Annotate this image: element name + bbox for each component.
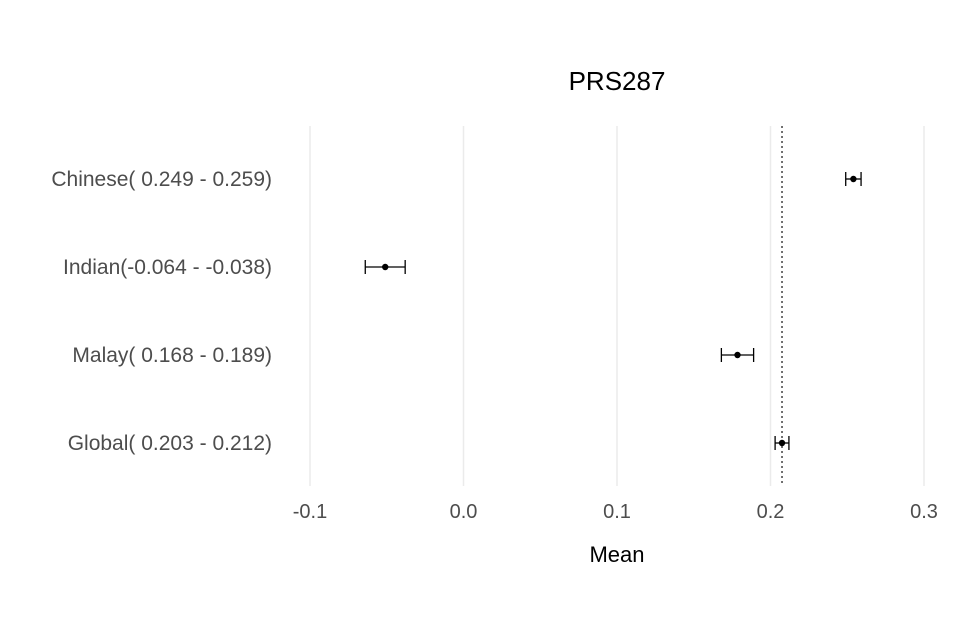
chart-title: PRS287 bbox=[569, 66, 666, 96]
x-axis-labels: -0.1 0.0 0.1 0.2 0.3 bbox=[293, 501, 938, 523]
y-category-label: Malay( 0.168 - 0.189) bbox=[72, 344, 272, 367]
x-tick-label: 0.2 bbox=[757, 501, 785, 523]
estimate-group bbox=[774, 436, 790, 450]
x-tick-label: 0.0 bbox=[450, 501, 478, 523]
grid-lines bbox=[309, 126, 925, 486]
y-category-label: Indian(-0.064 - -0.038) bbox=[63, 256, 272, 279]
mean-point bbox=[778, 439, 786, 447]
mean-point bbox=[734, 351, 741, 359]
x-tick-label: -0.1 bbox=[293, 501, 327, 523]
estimate-group bbox=[845, 172, 862, 186]
mean-point bbox=[382, 263, 389, 271]
y-category-label: Chinese( 0.249 - 0.259) bbox=[51, 168, 272, 191]
plot-marks bbox=[364, 172, 862, 450]
estimate-group bbox=[364, 260, 406, 274]
x-tick-label: 0.3 bbox=[910, 501, 938, 523]
mean-point bbox=[850, 175, 857, 183]
x-tick-label: 0.1 bbox=[603, 501, 631, 523]
estimate-group bbox=[720, 348, 755, 362]
y-category-label: Global( 0.203 - 0.212) bbox=[68, 432, 272, 455]
x-axis-title: Mean bbox=[589, 542, 644, 567]
y-axis-labels: Chinese( 0.249 - 0.259) Indian(-0.064 - -… bbox=[51, 168, 272, 455]
